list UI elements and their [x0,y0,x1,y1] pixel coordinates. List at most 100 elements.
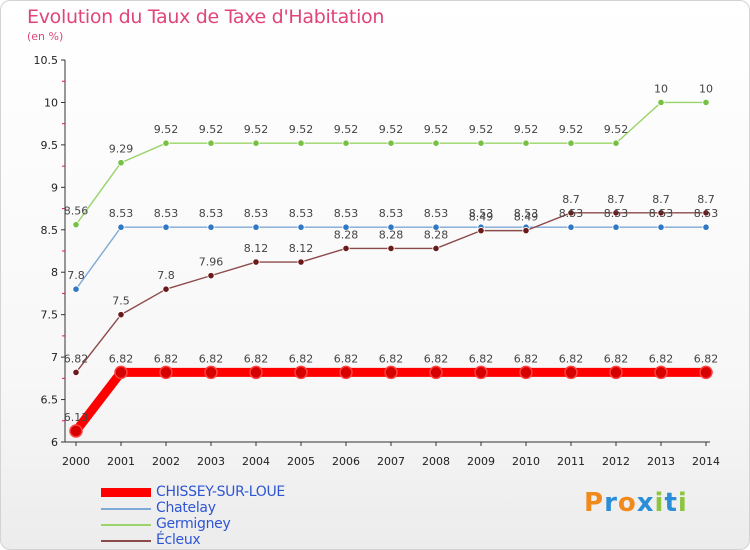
data-label: 8.28 [424,228,449,241]
data-point [162,285,170,293]
data-point [702,98,710,107]
data-label: 9.52 [334,123,359,136]
data-label: 9.52 [199,123,224,136]
data-label: 9.52 [514,123,539,136]
x-tick-label: 2000 [62,455,90,468]
data-point [699,365,713,380]
data-label: 6.82 [244,352,269,365]
legend-swatch [101,488,151,497]
legend-item-chatelay: Chatelay [101,500,361,518]
legend-label: Chatelay [156,500,216,516]
data-point [297,258,305,266]
data-point [162,223,170,231]
data-label: 6.82 [424,352,449,365]
data-label: 6.82 [379,352,404,365]
data-label: 9.52 [244,123,269,136]
data-label: 6.82 [694,352,719,365]
legend-item-ecleux: Écleux [101,532,361,549]
x-tick-label: 2002 [152,455,180,468]
data-point [432,139,440,147]
data-point [207,139,215,147]
data-label: 8.53 [289,207,314,220]
series-points [69,98,713,438]
legend-swatch [101,540,151,542]
series-lines [71,101,711,436]
data-label: 8.53 [424,207,449,220]
data-point [612,209,620,217]
data-point [609,365,623,380]
x-tick-label: 2013 [647,455,675,468]
data-label: 6.82 [559,352,584,365]
data-label: 9.52 [154,123,179,136]
data-point [117,223,125,231]
data-label: 8.53 [334,207,359,220]
data-label: 8.53 [604,207,629,220]
legend-item-chissey: CHISSEY-SUR-LOUE [101,484,361,502]
data-point [702,223,710,231]
data-label: 8.28 [379,228,404,241]
data-point [567,223,575,231]
data-label: 8.53 [379,207,404,220]
x-tick-label: 2001 [107,455,135,468]
y-tick-label: 8 [51,266,58,279]
data-point [72,221,80,229]
data-point [384,365,398,380]
x-tick-label: 2014 [692,455,720,468]
data-label: 6.82 [154,352,179,365]
data-label: 8.53 [244,207,269,220]
data-label: 8.53 [199,207,224,220]
data-point [72,368,80,376]
data-point [117,159,125,167]
y-tick-label: 10 [44,96,58,109]
data-label: 8.53 [469,207,494,220]
data-point [204,365,218,380]
data-point [249,365,263,380]
legend-item-germigney: Germigney [101,516,361,534]
data-label: 9.52 [379,123,404,136]
data-label: 6.82 [514,352,539,365]
data-point [612,223,620,231]
axes: 6 6.5 7 7.5 8 8.5 9 9.5 10 10.5 2000 2001 2002 2003 20… [34,54,721,468]
data-point [522,139,530,147]
data-point [117,311,125,319]
x-tick-label: 2006 [332,455,360,468]
data-label: 7.8 [67,269,85,282]
data-point [342,139,350,147]
data-point [297,223,305,231]
data-label: 6.82 [289,352,314,365]
data-point [207,272,215,280]
data-point [252,258,260,266]
data-label: 9.52 [469,123,494,136]
data-label: 8.12 [244,242,269,255]
legend-swatch [101,524,151,526]
data-label: 8.7 [697,193,715,206]
y-tick-label: 10.5 [34,54,59,67]
data-point [432,244,440,253]
data-point [522,227,530,235]
data-point [567,209,575,217]
legend-label: CHISSEY-SUR-LOUE [156,484,285,500]
data-point [297,139,305,147]
data-point [342,223,350,231]
data-label: 6.82 [469,352,494,365]
data-point [114,365,128,380]
data-point [432,223,440,231]
x-tick-label: 2008 [422,455,450,468]
data-point [657,98,665,107]
data-point [612,139,620,147]
chart-subtitle: (en %) [27,30,64,43]
data-point [387,139,395,147]
data-point [72,285,80,293]
data-label: 7.96 [199,256,224,269]
data-point [702,209,710,217]
data-label: 8.12 [289,242,314,255]
y-tick-label: 6 [51,436,58,449]
data-point [342,244,350,253]
data-point [159,365,173,380]
data-label: 8.7 [562,193,580,206]
data-label: 9.52 [604,123,629,136]
y-tick-label: 8.5 [41,224,59,237]
data-point [162,139,170,147]
